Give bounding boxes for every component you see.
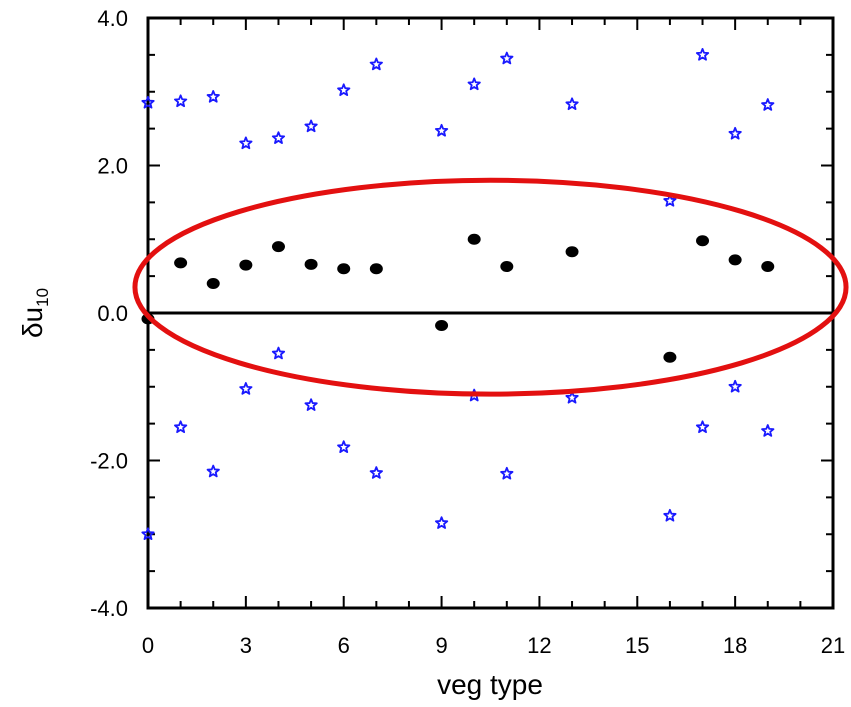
star-point bbox=[663, 508, 677, 522]
dot-point bbox=[369, 263, 383, 275]
y-tick-label: -2.0 bbox=[90, 449, 128, 474]
x-tick-label: 0 bbox=[142, 633, 154, 658]
x-tick-label: 3 bbox=[240, 633, 252, 658]
dot-point bbox=[337, 263, 351, 275]
star-point bbox=[695, 420, 710, 434]
y-axis-title: δu10 bbox=[17, 288, 52, 338]
dot-point bbox=[239, 259, 253, 271]
y-tick-labels: -4.0 -2.0 0.0 2.0 4.0 bbox=[90, 6, 128, 621]
data-points bbox=[141, 47, 775, 540]
star-point bbox=[174, 94, 188, 108]
dot-point bbox=[565, 246, 579, 258]
y-axis-title-subscript: 10 bbox=[33, 288, 52, 307]
y-axis-title-base: δu bbox=[17, 307, 48, 338]
star-point bbox=[728, 126, 742, 140]
dot-point bbox=[761, 261, 775, 273]
star-point bbox=[728, 379, 742, 393]
star-point bbox=[239, 136, 253, 150]
x-tick-labels: 0 3 6 9 12 15 18 21 bbox=[142, 633, 845, 658]
star-point bbox=[141, 95, 155, 109]
dot-point bbox=[174, 257, 188, 269]
dot-point bbox=[728, 254, 742, 266]
y-tick-label: 4.0 bbox=[97, 6, 128, 31]
star-point bbox=[565, 97, 579, 111]
star-point bbox=[565, 390, 579, 404]
x-tick-label: 21 bbox=[821, 633, 845, 658]
star-point bbox=[206, 90, 220, 103]
star-point bbox=[500, 51, 514, 65]
y-tick-label: -4.0 bbox=[90, 596, 128, 621]
star-point bbox=[695, 47, 710, 61]
star-point bbox=[141, 527, 155, 540]
star-point bbox=[271, 346, 286, 360]
star-point bbox=[369, 466, 383, 479]
y-tick-label: 0.0 bbox=[97, 301, 128, 326]
dot-point bbox=[696, 235, 710, 247]
highlight-ellipse bbox=[132, 177, 849, 397]
star-point bbox=[761, 98, 775, 111]
star-point bbox=[337, 83, 351, 97]
star-point bbox=[239, 382, 253, 395]
x-tick-label: 12 bbox=[527, 633, 551, 658]
star-point bbox=[434, 123, 449, 137]
y-tick-label: 2.0 bbox=[97, 154, 128, 179]
star-point bbox=[174, 420, 188, 434]
star-point bbox=[304, 398, 318, 411]
dot-point bbox=[663, 351, 677, 363]
x-tick-label: 18 bbox=[723, 633, 747, 658]
star-point bbox=[337, 440, 351, 453]
star-point bbox=[271, 131, 286, 144]
dot-point bbox=[206, 278, 220, 289]
star-point bbox=[500, 466, 514, 480]
dot-point bbox=[435, 320, 449, 332]
x-axis-title: veg type bbox=[437, 669, 543, 700]
dot-point bbox=[271, 241, 285, 253]
star-point bbox=[663, 194, 677, 207]
star-point bbox=[206, 464, 220, 478]
star-point bbox=[761, 424, 775, 437]
axis-ticks bbox=[147, 17, 834, 609]
star-point bbox=[369, 57, 383, 71]
star-point bbox=[434, 516, 449, 529]
star-point bbox=[467, 77, 481, 91]
x-tick-label: 6 bbox=[338, 633, 350, 658]
star-point bbox=[304, 119, 318, 133]
x-tick-label: 15 bbox=[625, 633, 649, 658]
dot-point bbox=[304, 258, 318, 270]
dot-point bbox=[500, 261, 514, 273]
dot-point bbox=[467, 233, 481, 245]
x-tick-label: 9 bbox=[435, 633, 447, 658]
